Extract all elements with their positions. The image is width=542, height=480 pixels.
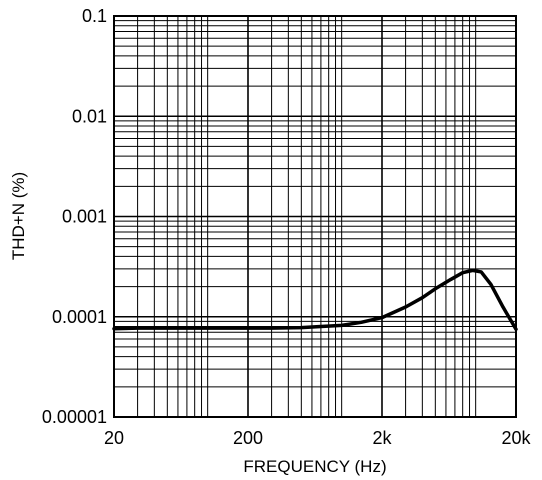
y-tick-label: 0.1 (82, 6, 107, 26)
series-layer (112, 268, 518, 332)
y-tick-label: 0.001 (62, 207, 107, 227)
x-axis-title: FREQUENCY (Hz) (243, 457, 386, 476)
plot-frame (113, 15, 517, 418)
x-tick-labels: 20 200 2k 20k (104, 428, 532, 448)
grid (113, 16, 517, 418)
y-tick-label: 0.00001 (42, 407, 107, 427)
x-tick-label: 200 (233, 428, 263, 448)
y-axis-title: THD+N (%) (9, 172, 28, 260)
y-tick-label: 0.0001 (52, 307, 107, 327)
x-tick-label: 20k (501, 428, 531, 448)
y-tick-label: 0.01 (72, 106, 107, 126)
y-tick-labels: 0.1 0.01 0.001 0.0001 0.00001 (42, 6, 107, 427)
x-tick-label: 2k (372, 428, 392, 448)
x-tick-label: 20 (104, 428, 124, 448)
series-line-thd-n (112, 268, 518, 332)
